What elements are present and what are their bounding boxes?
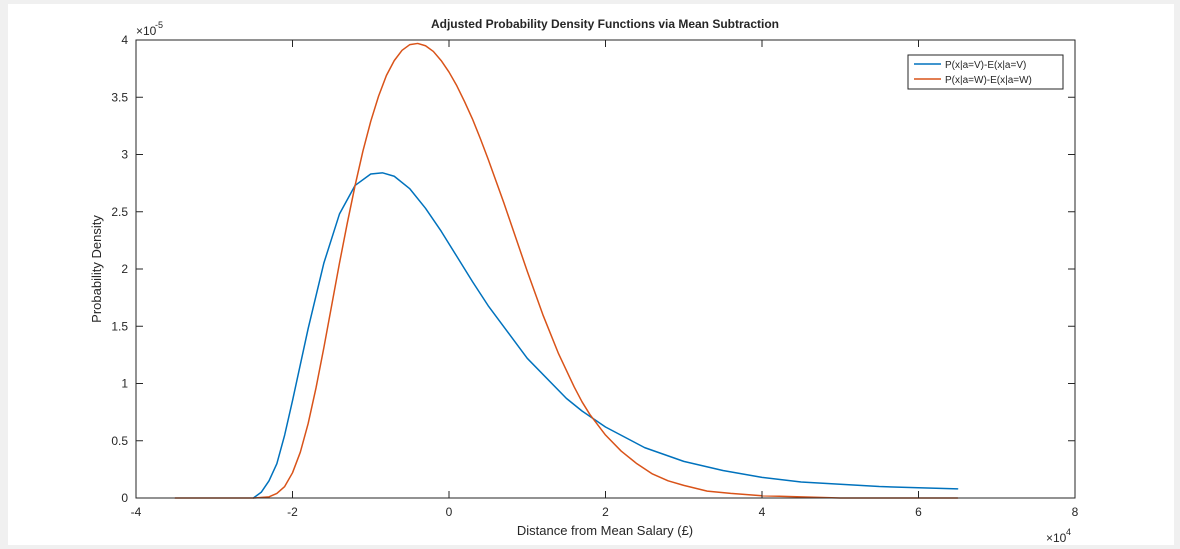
x-tick-label: -2 <box>287 505 298 519</box>
legend-box <box>907 54 1064 90</box>
series-curves <box>174 42 959 499</box>
x-tick-label: 8 <box>1072 505 1079 519</box>
y-tick-label: 0.5 <box>111 434 128 448</box>
legend: P(x|a=V)-E(x|a=V) P(x|a=W)-E(x|a=W) <box>907 54 1064 90</box>
y-tick-label: 3 <box>121 148 128 162</box>
x-axis-label: Distance from Mean Salary (£) <box>517 523 693 538</box>
y-tick-label: 1.5 <box>111 319 128 333</box>
y-exponent-base: ×10 <box>136 24 157 38</box>
x-tick-label: -4 <box>131 505 142 519</box>
legend-label-series-2: P(x|a=W)-E(x|a=W) <box>945 75 1032 86</box>
y-tick-label: 2 <box>121 262 128 276</box>
x-axis-ticks: -4 -2 0 2 4 6 8 <box>131 40 1079 519</box>
y-tick-label: 2.5 <box>111 205 128 219</box>
y-tick-label: 3.5 <box>111 90 128 104</box>
y-tick-label: 0 <box>121 491 128 505</box>
series-line-1 <box>252 172 959 499</box>
series-line-2 <box>174 42 959 499</box>
y-tick-label: 4 <box>121 33 128 47</box>
y-exponent-power: -5 <box>155 20 163 30</box>
plot-area: -4 -2 0 2 4 6 8 0 0.5 1 1.5 2 2.5 3 3.5 4 <box>111 33 1078 519</box>
x-exponent-power: 4 <box>1066 527 1071 537</box>
x-tick-label: 6 <box>915 505 922 519</box>
x-exponent-base: ×10 <box>1046 531 1067 545</box>
x-tick-label: 2 <box>602 505 609 519</box>
y-tick-label: 1 <box>121 377 128 391</box>
chart-title: Adjusted Probability Density Functions v… <box>431 17 779 31</box>
x-axis-exponent: ×10 4 <box>1046 527 1071 545</box>
y-axis-ticks: 0 0.5 1 1.5 2 2.5 3 3.5 4 <box>111 33 1075 505</box>
x-tick-label: 0 <box>446 505 453 519</box>
legend-label-series-1: P(x|a=V)-E(x|a=V) <box>945 60 1026 71</box>
x-tick-label: 4 <box>759 505 766 519</box>
y-axis-exponent: ×10 -5 <box>136 20 163 38</box>
axes-background <box>136 40 1075 498</box>
y-axis-label: Probability Density <box>89 215 104 323</box>
